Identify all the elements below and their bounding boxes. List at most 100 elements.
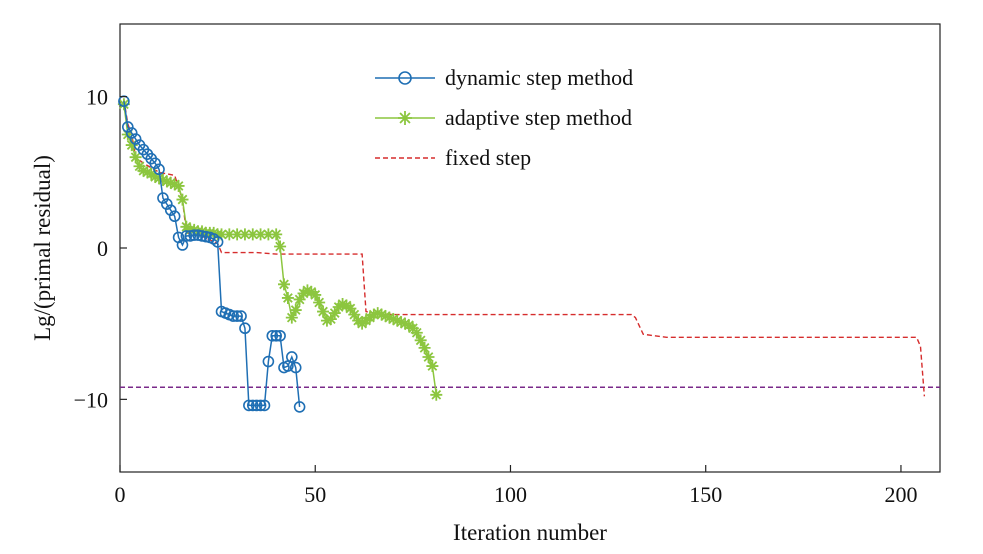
data-point-adaptive-step-method [168, 178, 181, 191]
series-layer [117, 95, 926, 413]
data-point-adaptive-step-method [371, 307, 384, 320]
axis-layer: 0 50 100 150 200 −10 0 10 [74, 85, 918, 507]
data-point-dynamic-step-method [254, 399, 267, 412]
data-point-dynamic-step-method [289, 361, 302, 374]
data-point-dynamic-step-method [246, 399, 259, 412]
data-point-dynamic-step-method [270, 329, 282, 342]
data-point-adaptive-step-method [125, 139, 138, 152]
series-adaptive-step-method [117, 98, 443, 401]
plot-frame [119, 23, 941, 473]
legend-marker-dynamic-step-method [398, 71, 412, 85]
data-point-adaptive-step-method [246, 228, 259, 241]
data-point-adaptive-step-method [289, 304, 302, 317]
data-point-dynamic-step-method [211, 236, 224, 248]
legend-label-fixed-step: fixed step [445, 145, 531, 170]
data-point-adaptive-step-method [274, 240, 287, 253]
series-dynamic-step-method [118, 95, 306, 413]
data-point-adaptive-step-method [328, 307, 341, 320]
data-point-adaptive-step-method [254, 228, 267, 241]
data-point-adaptive-step-method [141, 166, 154, 179]
data-point-adaptive-step-method [375, 308, 388, 321]
data-point-adaptive-step-method [410, 326, 423, 339]
data-point-adaptive-step-method [281, 291, 294, 304]
y-tick-label: 10 [86, 85, 108, 110]
data-point-dynamic-step-method [266, 329, 279, 342]
y-tick-label: −10 [74, 387, 108, 412]
data-point-adaptive-step-method [293, 293, 306, 306]
series-line-dynamic-step-method [123, 101, 301, 407]
data-point-adaptive-step-method [215, 228, 228, 241]
data-point-dynamic-step-method [258, 399, 271, 412]
data-point-adaptive-step-method [344, 302, 357, 315]
data-point-dynamic-step-method [243, 399, 255, 412]
data-point-dynamic-step-method [262, 355, 275, 368]
data-point-dynamic-step-method [122, 121, 134, 133]
data-point-adaptive-step-method [379, 310, 392, 323]
data-point-dynamic-step-method [153, 163, 165, 176]
data-point-dynamic-step-method [129, 133, 142, 145]
data-point-adaptive-step-method [336, 298, 349, 310]
data-point-adaptive-step-method [387, 313, 400, 326]
data-point-adaptive-step-method [129, 151, 142, 164]
data-point-adaptive-step-method [137, 164, 150, 177]
data-point-adaptive-step-method [301, 284, 314, 297]
data-point-dynamic-step-method [188, 229, 200, 241]
data-point-dynamic-step-method [250, 399, 263, 412]
data-point-dynamic-step-method [239, 322, 251, 335]
data-point-dynamic-step-method [125, 127, 138, 139]
legend-label-dynamic-step-method: dynamic step method [445, 65, 633, 90]
data-point-dynamic-step-method [161, 198, 173, 210]
x-tick-label: 200 [884, 482, 917, 507]
legend-label-adaptive-step-method: adaptive step method [445, 105, 632, 130]
data-point-adaptive-step-method [395, 316, 408, 329]
data-point-adaptive-step-method [238, 228, 251, 241]
data-point-dynamic-step-method [149, 157, 161, 170]
data-point-adaptive-step-method [172, 179, 185, 192]
data-point-adaptive-step-method [317, 305, 330, 318]
legend: dynamic step method adaptive step method f… [375, 65, 633, 170]
data-point-dynamic-step-method [227, 310, 240, 322]
data-point-dynamic-step-method [286, 351, 298, 363]
y-axis-title: Lg/(primal residual) [30, 155, 55, 341]
data-point-adaptive-step-method [156, 173, 169, 186]
x-tick-label: 100 [494, 482, 527, 507]
data-point-adaptive-step-method [309, 288, 322, 301]
data-point-adaptive-step-method [324, 313, 337, 326]
data-point-adaptive-step-method [164, 176, 177, 189]
data-point-adaptive-step-method [422, 350, 435, 363]
data-point-adaptive-step-method [121, 128, 134, 141]
data-point-adaptive-step-method [367, 308, 380, 321]
x-tick-label: 50 [304, 482, 326, 507]
data-point-dynamic-step-method [180, 230, 193, 242]
data-point-dynamic-step-method [168, 210, 181, 223]
data-point-adaptive-step-method [270, 228, 283, 241]
x-axis-title: Iteration number [453, 520, 607, 545]
data-point-adaptive-step-method [383, 311, 396, 324]
legend-marker-adaptive-step-method [398, 111, 412, 125]
data-point-adaptive-step-method [348, 308, 361, 321]
data-point-adaptive-step-method [231, 228, 244, 241]
data-point-adaptive-step-method [391, 314, 404, 327]
data-point-dynamic-step-method [164, 204, 177, 216]
data-point-adaptive-step-method [149, 170, 162, 183]
data-point-adaptive-step-method [320, 314, 333, 327]
data-point-dynamic-step-method [293, 401, 306, 413]
data-point-adaptive-step-method [426, 360, 439, 373]
data-point-adaptive-step-method [414, 334, 427, 347]
data-point-adaptive-step-method [207, 226, 220, 239]
data-point-adaptive-step-method [313, 296, 326, 309]
data-point-adaptive-step-method [278, 278, 290, 291]
data-point-adaptive-step-method [160, 175, 173, 188]
y-tick-label: 0 [97, 236, 108, 261]
data-point-adaptive-step-method [223, 228, 236, 241]
data-point-adaptive-step-method [153, 172, 166, 185]
data-point-dynamic-step-method [274, 329, 286, 342]
data-point-dynamic-step-method [235, 310, 247, 322]
data-point-adaptive-step-method [176, 193, 189, 206]
x-tick-label: 0 [115, 482, 126, 507]
data-point-dynamic-step-method [231, 310, 243, 322]
data-point-adaptive-step-method [399, 317, 412, 330]
data-point-adaptive-step-method [285, 311, 298, 324]
data-point-adaptive-step-method [430, 388, 443, 401]
